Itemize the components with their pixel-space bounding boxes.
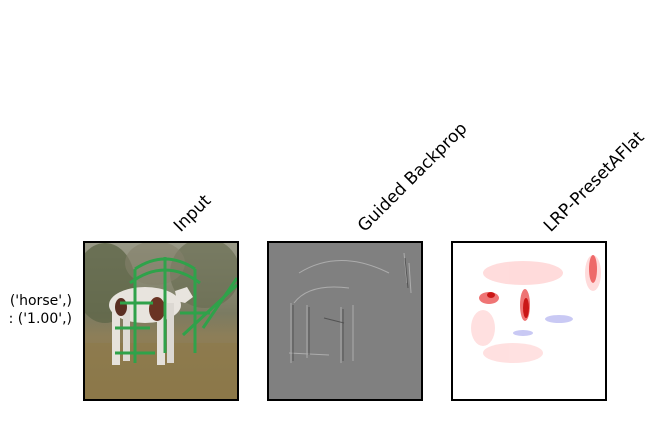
row-label-score: : ('1.00',)	[8, 311, 72, 327]
horse-photo-icon	[85, 243, 237, 399]
gray-gradient-map-icon	[269, 243, 421, 399]
row-label-class: ('horse',)	[9, 293, 72, 309]
lrp-heatmap	[451, 241, 607, 401]
row-label: ('horse',) : ('1.00',)	[9, 292, 72, 328]
column-title-input: Input	[170, 190, 216, 237]
column-title-lrp: LRP-PresetAFlat	[540, 127, 649, 237]
guided-backprop-map	[267, 241, 423, 401]
column-title-guided-backprop: Guided Backprop	[354, 118, 472, 237]
input-image	[83, 241, 239, 401]
red-blue-heatmap-icon	[453, 243, 605, 399]
